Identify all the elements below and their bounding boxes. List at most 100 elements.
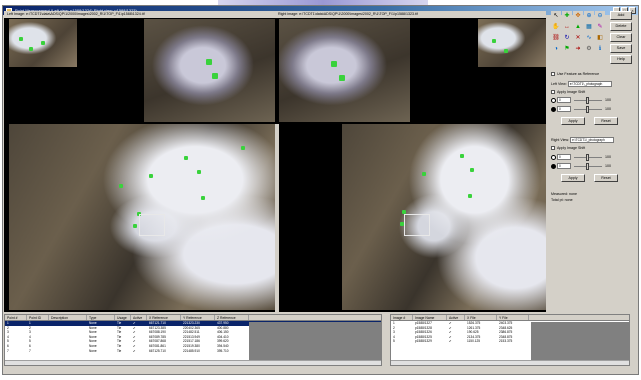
right-contrast-spinner[interactable]: 0 [557, 163, 571, 170]
left-contrast-spinner[interactable]: 0 [557, 106, 571, 113]
left-brightness-slider[interactable] [574, 96, 602, 104]
tie-point-marker[interactable] [197, 170, 201, 174]
right-overview-thumbnail[interactable] [478, 19, 546, 67]
zoom-in-icon[interactable]: ⊕ [584, 11, 594, 21]
measure-icon[interactable]: ↔ [562, 22, 572, 32]
left-view-dropdown[interactable]: e:\TCDT1\_photograph [567, 81, 612, 88]
column-header[interactable]: Description [49, 315, 87, 320]
table-row[interactable]: 4 4 None Tie ✔ 667089.785 221513.949 404… [5, 335, 381, 340]
table-cell[interactable]: ✔ [449, 325, 452, 330]
tie-point-marker[interactable] [119, 184, 123, 188]
column-header[interactable]: Point ID [27, 315, 49, 320]
tie-point-marker[interactable] [133, 224, 137, 228]
selection-box[interactable] [404, 214, 430, 236]
right-zoom-view[interactable] [279, 19, 410, 122]
tie-point-marker[interactable] [339, 75, 345, 81]
help-button[interactable]: Help [610, 55, 632, 64]
tie-point-marker[interactable] [492, 39, 496, 43]
table-row[interactable]: 3 3 None Tie ✔ 667088.190 221482.511 406… [5, 330, 381, 335]
pane-divider[interactable] [275, 124, 279, 312]
close-button[interactable]: × [629, 7, 636, 14]
table-row[interactable]: 2 p1588/1328 ✔ 1261.375 2348.625 [391, 326, 629, 331]
tie-point-marker[interactable] [470, 168, 474, 172]
delete-button[interactable]: Delete [610, 22, 632, 31]
slider-knob[interactable] [586, 153, 589, 161]
right-brightness-slider[interactable] [574, 153, 602, 161]
tie-point-marker[interactable] [201, 196, 205, 200]
slider-knob[interactable] [586, 96, 589, 104]
arrow-icon[interactable]: ➜ [573, 44, 583, 54]
left-contrast-slider[interactable] [574, 105, 602, 113]
table-row[interactable]: 7 7 None Tie ✔ 667125.710 221485.910 395… [5, 349, 381, 354]
tie-point-marker[interactable] [468, 194, 472, 198]
tie-point-marker[interactable] [41, 41, 45, 45]
table-row[interactable]: 4 p1588/1325 ✔ 2134.375 2348.875 [391, 335, 629, 340]
tie-point-marker[interactable] [29, 47, 33, 51]
image-viewer[interactable]: Left Image: e:\TCDT1\data\ADS\QP\1\2000\… [4, 11, 546, 312]
right-apply-image-shift-checkbox[interactable] [551, 146, 555, 151]
settings-icon[interactable]: ⚙ [584, 44, 594, 54]
add-button[interactable]: Add [610, 11, 632, 20]
right-view-dropdown[interactable]: e:\TCDT1\_photograph [570, 137, 615, 144]
column-header[interactable]: Usage [115, 315, 131, 320]
right-main-view[interactable] [342, 124, 546, 310]
table-row[interactable]: 2 2 None Tie ✔ 667123.385 220402.365 400… [5, 326, 381, 331]
table-cell[interactable]: ✔ [449, 334, 452, 339]
table-cell[interactable]: ✔ [133, 343, 136, 348]
selection-box[interactable] [139, 214, 165, 236]
images-table[interactable]: Image # Image Name Active X File Y File … [390, 314, 630, 366]
tie-point-marker[interactable] [149, 174, 153, 178]
table-row[interactable]: 1 p1588/1327 ✔ 1526.375 2403.375 [391, 321, 629, 326]
zoom-out-icon[interactable]: ⊖ [595, 11, 605, 21]
table-cell[interactable]: ✔ [133, 330, 136, 335]
column-header[interactable]: Y File [497, 315, 529, 320]
left-overview-thumbnail[interactable] [9, 19, 77, 67]
tie-point-marker[interactable] [212, 73, 218, 79]
left-brightness-spinner[interactable]: 0 [557, 97, 571, 104]
tie-point-marker[interactable] [331, 61, 337, 67]
images-table-scrollbar[interactable] [391, 360, 629, 365]
table-cell[interactable]: ✔ [133, 321, 136, 325]
table-row[interactable]: 5 5 None Tie ✔ 667087.868 221517.186 399… [5, 339, 381, 344]
table-cell[interactable]: ✔ [449, 339, 452, 344]
curve-icon[interactable]: ∿ [584, 33, 594, 43]
left-main-view[interactable] [9, 124, 275, 310]
slider-knob[interactable] [586, 105, 589, 113]
pointer-icon[interactable]: ↖ [551, 11, 561, 21]
move-icon[interactable]: ✥ [573, 11, 583, 21]
table-cell[interactable]: ✔ [133, 334, 136, 339]
column-header[interactable]: Image # [391, 315, 413, 320]
column-header[interactable]: Image Name [413, 315, 447, 320]
tie-point-marker[interactable] [206, 59, 212, 65]
info-icon[interactable]: ℹ [595, 44, 605, 54]
link-icon[interactable]: ⛓ [551, 33, 561, 43]
column-header[interactable]: Z Reference [215, 315, 249, 320]
right-contrast-slider[interactable] [574, 162, 602, 170]
layers-icon[interactable]: ◧ [595, 33, 605, 43]
table-cell[interactable]: ✔ [449, 330, 452, 335]
left-apply-button[interactable]: Apply [561, 117, 585, 125]
triangle-icon[interactable]: ▲ [573, 22, 583, 32]
column-header[interactable]: Active [131, 315, 147, 320]
table-row[interactable]: 1 1 None Tie ✔ 667121.710 221323.230 437… [5, 321, 381, 326]
pan-icon[interactable]: ✋ [551, 22, 561, 32]
table-cell[interactable]: ✔ [133, 348, 136, 353]
left-apply-image-shift-checkbox[interactable] [551, 90, 555, 95]
column-header[interactable]: Type [87, 315, 115, 320]
use-feature-reference-checkbox[interactable] [551, 72, 555, 77]
column-header[interactable]: X File [465, 315, 497, 320]
left-reset-button[interactable]: Reset [594, 117, 618, 125]
tie-point-marker[interactable] [460, 154, 464, 158]
cross-icon[interactable]: ✕ [573, 33, 583, 43]
tie-point-marker[interactable] [19, 37, 23, 41]
column-header[interactable]: Y Reference [181, 315, 215, 320]
save-button[interactable]: Save [610, 44, 632, 53]
right-reset-button[interactable]: Reset [594, 174, 618, 182]
tie-point-marker[interactable] [402, 210, 406, 214]
tie-point-marker[interactable] [422, 172, 426, 176]
table-row[interactable]: 5 p1588/1329 ✔ 1150.125 2153.375 [391, 339, 629, 344]
clear-button[interactable]: Clear [610, 33, 632, 42]
tie-point-marker[interactable] [241, 146, 245, 150]
table-cell[interactable]: ✔ [133, 339, 136, 344]
column-header[interactable]: X Reference [147, 315, 181, 320]
